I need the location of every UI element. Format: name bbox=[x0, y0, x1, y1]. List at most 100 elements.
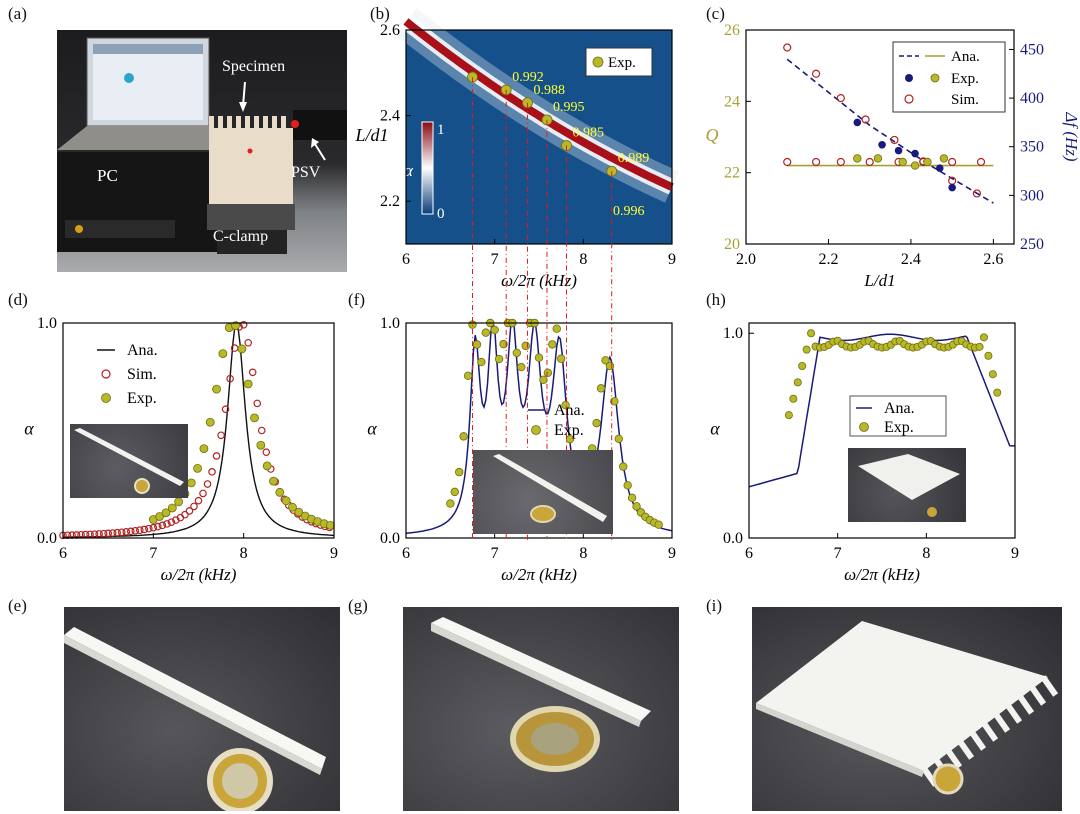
h-exp-point bbox=[851, 342, 860, 351]
h-xtick-label: 8 bbox=[922, 545, 930, 562]
d-sim-point bbox=[122, 528, 131, 536]
c-ytick-label: 26 bbox=[724, 22, 740, 39]
d-exp-point bbox=[262, 461, 272, 471]
c-xtick-label: 2.6 bbox=[983, 251, 1003, 268]
heatmap-legend bbox=[585, 47, 653, 77]
d-exp-point bbox=[275, 487, 285, 497]
h-exp-point bbox=[922, 337, 931, 346]
h-xtick-label: 7 bbox=[834, 545, 842, 562]
d-sim-point bbox=[307, 517, 316, 526]
c-legend-exp-navy bbox=[905, 74, 913, 82]
inset-photo-h bbox=[848, 448, 966, 522]
d-sim-point bbox=[163, 520, 171, 528]
h-exp-point bbox=[815, 343, 824, 352]
f-exp-point bbox=[610, 397, 619, 406]
h-exp-point bbox=[944, 342, 953, 351]
f-exp-point bbox=[463, 371, 473, 381]
heatmap-background bbox=[406, 30, 672, 244]
d-sim-point bbox=[266, 465, 275, 473]
h-exp-point bbox=[860, 337, 869, 346]
b-xtick-label: 7 bbox=[491, 251, 499, 268]
b-ytick-label: 2.2 bbox=[380, 193, 400, 210]
d-xlabel: ω/2π (kHz) bbox=[161, 565, 237, 584]
b-ytick-label: 2.6 bbox=[380, 22, 400, 39]
d-exp-point bbox=[325, 520, 335, 530]
d-sim-point bbox=[140, 525, 149, 534]
d-sim-point bbox=[244, 338, 252, 347]
d-sim-point bbox=[226, 374, 234, 383]
inset-photo-f bbox=[473, 450, 613, 534]
d-sim-point bbox=[81, 530, 90, 539]
f-exp-point bbox=[543, 368, 553, 377]
h-exp-point bbox=[873, 342, 882, 351]
f-xtick-label: 9 bbox=[668, 545, 676, 562]
h-exp-point bbox=[979, 333, 988, 342]
heatmap-exp-point bbox=[541, 114, 553, 126]
d-exp-point bbox=[218, 349, 228, 359]
f-exp-point bbox=[650, 518, 659, 527]
c-sim-df-point bbox=[890, 135, 899, 145]
h-exp-point bbox=[953, 337, 962, 346]
c-sim-q-point bbox=[836, 157, 845, 167]
d-sim-point bbox=[253, 399, 262, 408]
d-sim-point bbox=[221, 405, 230, 414]
d-exp-point bbox=[155, 512, 165, 521]
d-exp-point bbox=[167, 503, 177, 513]
f-exp-point bbox=[534, 353, 544, 362]
d-exp-point bbox=[161, 508, 171, 518]
c-xtick-label: 2.2 bbox=[818, 251, 838, 268]
f-legend-exp bbox=[531, 425, 541, 435]
h-ytick-label: 1.0 bbox=[723, 325, 743, 342]
h-legend-exp bbox=[859, 422, 869, 432]
h-legend bbox=[849, 395, 947, 437]
h-ylabel: α bbox=[710, 419, 720, 439]
c-sim-df-point bbox=[972, 189, 981, 198]
c-exp-q-point bbox=[898, 157, 907, 167]
d-sim-point bbox=[135, 526, 144, 534]
heatmap-point-label: 0.989 bbox=[618, 151, 650, 166]
d-sim-point bbox=[86, 530, 94, 539]
h-xlabel: ω/2π (kHz) bbox=[844, 565, 920, 584]
f-legend-label: Ana. bbox=[554, 402, 585, 419]
f-exp-point bbox=[614, 434, 623, 444]
f-exp-point bbox=[490, 325, 499, 335]
f-exp-point bbox=[530, 318, 539, 328]
d-sim-point bbox=[235, 323, 243, 331]
c-sim-df-point bbox=[919, 157, 928, 166]
d-exp-point bbox=[269, 476, 278, 486]
d-legend-exp bbox=[101, 393, 111, 403]
h-exp-point bbox=[864, 336, 873, 345]
h-exp-point bbox=[882, 342, 891, 351]
h-exp-point bbox=[855, 340, 864, 349]
c-sim-q-point bbox=[976, 157, 986, 167]
f-exp-point bbox=[601, 356, 610, 365]
f-exp-point bbox=[645, 515, 655, 525]
heatmap-point-label: 0.996 bbox=[613, 204, 645, 219]
d-sim-point bbox=[154, 522, 162, 531]
d-sim-point bbox=[172, 516, 180, 524]
d-sim-point bbox=[167, 518, 176, 526]
f-ylabel: α bbox=[367, 419, 377, 439]
c-xtick-label: 2.0 bbox=[736, 251, 756, 268]
d-sim-point bbox=[59, 531, 67, 540]
d-sim-point bbox=[239, 320, 248, 329]
h-exp-point bbox=[811, 342, 820, 351]
c-exp-df-point bbox=[878, 140, 886, 149]
d-sim-point bbox=[158, 521, 167, 530]
f-exp-point bbox=[521, 341, 530, 351]
c-legend-label: Exp. bbox=[951, 71, 979, 87]
photo-i bbox=[752, 607, 1062, 811]
h-exp-point bbox=[784, 411, 793, 420]
b-xlabel: ω/2π (kHz) bbox=[501, 271, 577, 290]
h-exp-point bbox=[988, 370, 997, 379]
d-exp-point bbox=[250, 413, 259, 423]
f-exp-point bbox=[636, 508, 646, 517]
d-sim-point bbox=[176, 513, 185, 522]
d-sim-point bbox=[181, 510, 189, 519]
h-exp-point bbox=[935, 342, 944, 351]
f-exp-point bbox=[503, 318, 513, 328]
d-sim-point bbox=[95, 530, 103, 538]
h-exp-point bbox=[904, 342, 913, 351]
f-xtick-label: 8 bbox=[579, 545, 587, 562]
colorbar-min: 0 bbox=[437, 206, 445, 222]
